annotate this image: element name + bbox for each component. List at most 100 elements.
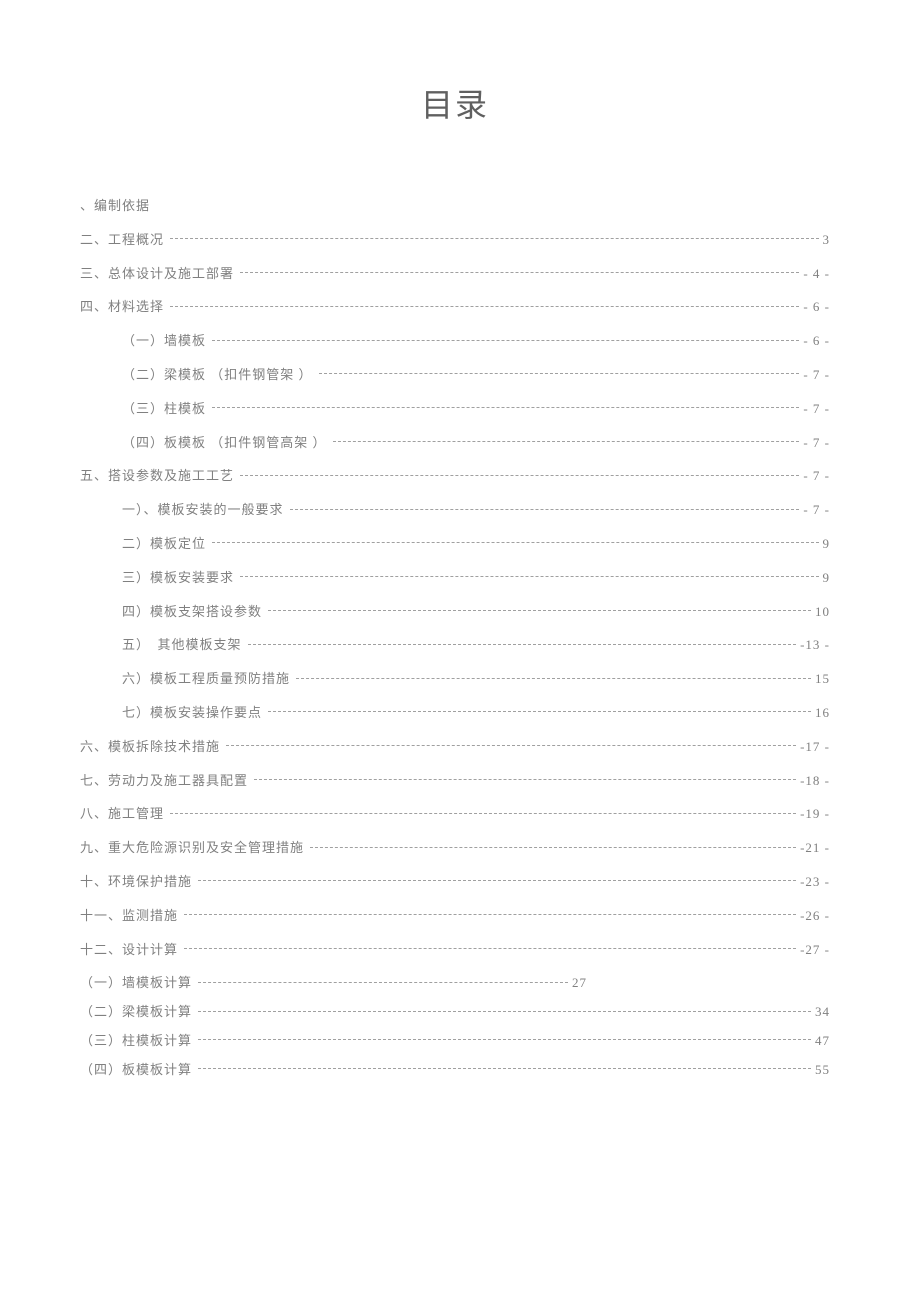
toc-leader xyxy=(240,475,799,476)
toc-entry: 八、施工管理 -19 - xyxy=(80,804,830,825)
toc-leader xyxy=(212,542,818,543)
toc-page-number: 27 xyxy=(572,973,587,994)
toc-page-number: -21 - xyxy=(800,838,830,859)
toc-page-number: - 7 - xyxy=(803,466,830,487)
toc-entry: （四）板模板计算 55 xyxy=(80,1060,830,1081)
toc-page-number: - 7 - xyxy=(803,433,830,454)
toc-list: 、编制依据二、工程概况 3 三、总体设计及施工部署 - 4 - 四、材料选择 - 6 -… xyxy=(80,196,830,960)
toc-entry: 二）模板定位 9 xyxy=(80,534,830,555)
toc-leader xyxy=(170,306,799,307)
toc-entry: 九、重大危险源识别及安全管理措施 -21 - xyxy=(80,838,830,859)
toc-entry: （四）板模板 （扣件钢管高架 ） - 7 - xyxy=(80,433,830,454)
toc-leader xyxy=(319,373,800,374)
toc-entry-label: 七、劳动力及施工器具配置 xyxy=(80,771,248,792)
toc-entry: 三、总体设计及施工部署 - 4 - xyxy=(80,264,830,285)
toc-entry-label: （三）柱模板 xyxy=(122,399,206,420)
toc-entry: （二）梁模板计算34 xyxy=(80,1002,830,1023)
toc-leader xyxy=(198,1039,811,1040)
toc-page-number: 3 xyxy=(823,230,831,251)
toc-entry-label: （一）墙模板 xyxy=(122,331,206,352)
toc-leader xyxy=(170,813,796,814)
toc-page-number: -19 - xyxy=(800,804,830,825)
toc-leader xyxy=(254,779,796,780)
toc-leader xyxy=(310,847,796,848)
toc-entry-label: 一）、模板安装的一般要求 xyxy=(122,500,284,521)
toc-page-number: - 7 - xyxy=(803,365,830,386)
toc-leader xyxy=(198,880,796,881)
toc-leader xyxy=(198,982,568,983)
toc-leader xyxy=(198,1011,811,1012)
toc-entry-label: 四）模板支架搭设参数 xyxy=(122,602,262,623)
toc-page-number: -18 - xyxy=(800,771,830,792)
toc-page-number: -23 - xyxy=(800,872,830,893)
toc-page-number: 55 xyxy=(815,1060,830,1081)
toc-page-number: - 4 - xyxy=(803,264,830,285)
toc-entry-label: 二）模板定位 xyxy=(122,534,206,555)
toc-entry: 四）模板支架搭设参数 10 xyxy=(80,602,830,623)
toc-entry-label: 五） 其他模板支架 xyxy=(122,635,242,656)
toc-entry-label: （一）墙模板计算 xyxy=(80,973,192,994)
toc-entry-label: （三）柱模板计算 xyxy=(80,1031,192,1052)
toc-page-number: -17 - xyxy=(800,737,830,758)
toc-page-number: 10 xyxy=(815,602,830,623)
toc-page-number: 16 xyxy=(815,703,830,724)
toc-entry: 十一、监测措施 -26 - xyxy=(80,906,830,927)
toc-leader xyxy=(333,441,800,442)
toc-entry: 十、环境保护措施 -23 - xyxy=(80,872,830,893)
toc-entry-label: 三）模板安装要求 xyxy=(122,568,234,589)
toc-entry: 、编制依据 xyxy=(80,196,830,217)
toc-page-number: 9 xyxy=(823,568,831,589)
toc-leader xyxy=(226,745,796,746)
toc-leader xyxy=(184,914,796,915)
toc-title: 目录 xyxy=(80,80,830,126)
toc-leader xyxy=(268,610,811,611)
toc-entry: （二）梁模板 （扣件钢管架 ） - 7 - xyxy=(80,365,830,386)
toc-entry-label: （二）梁模板 （扣件钢管架 ） xyxy=(122,365,313,386)
toc-page-number: -13 - xyxy=(800,635,830,656)
toc-page-number: - 6 - xyxy=(803,331,830,352)
toc-entry-label: （四）板模板 （扣件钢管高架 ） xyxy=(122,433,327,454)
toc-page-number: 9 xyxy=(823,534,831,555)
toc-entry-label: 十二、设计计算 xyxy=(80,940,178,961)
toc-entry-label: 三、总体设计及施工部署 xyxy=(80,264,234,285)
toc-leader xyxy=(240,576,818,577)
toc-entry: 六、模板拆除技术措施 -17 - xyxy=(80,737,830,758)
toc-page-number: 15 xyxy=(815,669,830,690)
toc-entry-label: 十、环境保护措施 xyxy=(80,872,192,893)
toc-entry-label: 、编制依据 xyxy=(80,196,150,217)
toc-entry-label: 九、重大危险源识别及安全管理措施 xyxy=(80,838,304,859)
toc-leader xyxy=(268,711,811,712)
toc-entry-label: 七）模板安装操作要点 xyxy=(122,703,262,724)
toc-page-number: -26 - xyxy=(800,906,830,927)
toc-entry: （一）墙模板计算 27 xyxy=(80,973,830,994)
toc-leader xyxy=(184,948,796,949)
toc-entry: 五） 其他模板支架 -13 - xyxy=(80,635,830,656)
toc-entry-label: （四）板模板计算 xyxy=(80,1060,192,1081)
toc-entry: 三）模板安装要求 9 xyxy=(80,568,830,589)
toc-entry: 一）、模板安装的一般要求 - 7 - xyxy=(80,500,830,521)
toc-entry: （三）柱模板计算 47 xyxy=(80,1031,830,1052)
toc-leader xyxy=(170,238,818,239)
toc-entry: 六）模板工程质量预防措施 15 xyxy=(80,669,830,690)
toc-leader xyxy=(296,678,811,679)
toc-list-tight: （一）墙模板计算 27 （二）梁模板计算34 （三）柱模板计算 47 （四）板模板计算 5… xyxy=(80,973,830,1080)
toc-entry-label: 十一、监测措施 xyxy=(80,906,178,927)
toc-entry-label: 六）模板工程质量预防措施 xyxy=(122,669,290,690)
toc-leader xyxy=(212,340,799,341)
toc-entry-label: 二、工程概况 xyxy=(80,230,164,251)
toc-entry-label: 四、材料选择 xyxy=(80,297,164,318)
toc-entry: 七、劳动力及施工器具配置 -18 - xyxy=(80,771,830,792)
toc-leader xyxy=(290,509,800,510)
toc-page-number: - 7 - xyxy=(803,500,830,521)
toc-entry: 七）模板安装操作要点 16 xyxy=(80,703,830,724)
toc-entry: （一）墙模板 - 6 - xyxy=(80,331,830,352)
toc-leader xyxy=(248,644,797,645)
toc-leader xyxy=(240,272,799,273)
toc-entry: 二、工程概况 3 xyxy=(80,230,830,251)
toc-page-number: -27 - xyxy=(800,940,830,961)
toc-page-number: 47 xyxy=(815,1031,830,1052)
toc-entry: 十二、设计计算 -27 - xyxy=(80,940,830,961)
toc-leader xyxy=(198,1068,811,1069)
toc-page-number: - 6 - xyxy=(803,297,830,318)
toc-entry-label: 八、施工管理 xyxy=(80,804,164,825)
